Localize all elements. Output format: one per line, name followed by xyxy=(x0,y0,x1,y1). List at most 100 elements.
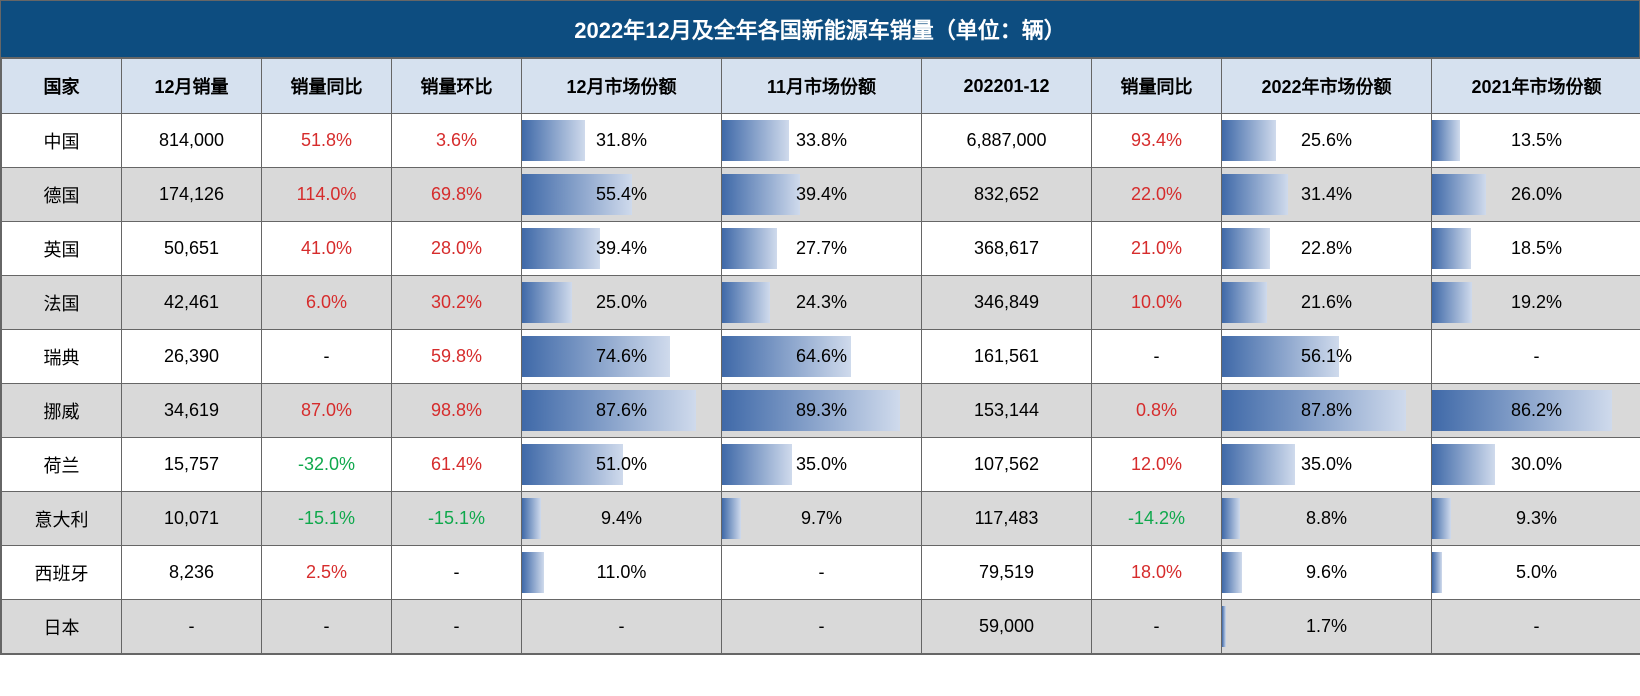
cell-dec_share: 11.0% xyxy=(522,546,722,600)
cell-yoy: -15.1% xyxy=(262,492,392,546)
table-row: 西班牙8,2362.5%-11.0%-79,51918.0%9.6%5.0% xyxy=(2,546,1640,600)
col-share_2022: 2022年市场份额 xyxy=(1222,59,1432,114)
col-yoy: 销量同比 xyxy=(262,59,392,114)
cell-yoy: - xyxy=(262,330,392,384)
cell-yoy: 6.0% xyxy=(262,276,392,330)
cell-ytd_yoy: 21.0% xyxy=(1092,222,1222,276)
cell-share_2022: 87.8% xyxy=(1222,384,1432,438)
cell-yoy: - xyxy=(262,600,392,654)
cell-ytd: 79,519 xyxy=(922,546,1092,600)
cell-nov_share: 64.6% xyxy=(722,330,922,384)
cell-nov_share: 33.8% xyxy=(722,114,922,168)
table-row: 瑞典26,390-59.8%74.6%64.6%161,561-56.1%- xyxy=(2,330,1640,384)
cell-ytd: 161,561 xyxy=(922,330,1092,384)
cell-yoy: -32.0% xyxy=(262,438,392,492)
cell-ytd_yoy: - xyxy=(1092,600,1222,654)
table-row: 德国174,126114.0%69.8%55.4%39.4%832,65222.… xyxy=(2,168,1640,222)
cell-dec_sales: 26,390 xyxy=(122,330,262,384)
cell-nov_share: 9.7% xyxy=(722,492,922,546)
cell-country: 法国 xyxy=(2,276,122,330)
cell-dec_share: - xyxy=(522,600,722,654)
cell-dec_share: 87.6% xyxy=(522,384,722,438)
cell-country: 西班牙 xyxy=(2,546,122,600)
cell-nov_share: - xyxy=(722,546,922,600)
cell-dec_sales: 42,461 xyxy=(122,276,262,330)
table-row: 法国42,4616.0%30.2%25.0%24.3%346,84910.0%2… xyxy=(2,276,1640,330)
cell-yoy: 2.5% xyxy=(262,546,392,600)
cell-share_2022: 8.8% xyxy=(1222,492,1432,546)
cell-country: 德国 xyxy=(2,168,122,222)
table-row: 中国814,00051.8%3.6%31.8%33.8%6,887,00093.… xyxy=(2,114,1640,168)
ev-sales-table: 2022年12月及全年各国新能源车销量（单位：辆） 国家12月销量销量同比销量环… xyxy=(0,0,1640,655)
table-row: 意大利10,071-15.1%-15.1%9.4%9.7%117,483-14.… xyxy=(2,492,1640,546)
cell-dec_share: 39.4% xyxy=(522,222,722,276)
cell-dec_sales: 50,651 xyxy=(122,222,262,276)
cell-mom: 30.2% xyxy=(392,276,522,330)
cell-share_2021: - xyxy=(1432,600,1640,654)
table-title: 2022年12月及全年各国新能源车销量（单位：辆） xyxy=(1,1,1639,58)
cell-ytd: 107,562 xyxy=(922,438,1092,492)
cell-dec_sales: 15,757 xyxy=(122,438,262,492)
cell-nov_share: - xyxy=(722,600,922,654)
cell-share_2021: 19.2% xyxy=(1432,276,1640,330)
cell-ytd: 59,000 xyxy=(922,600,1092,654)
header-row: 国家12月销量销量同比销量环比12月市场份额11月市场份额202201-12销量… xyxy=(2,59,1640,114)
cell-yoy: 41.0% xyxy=(262,222,392,276)
cell-share_2022: 21.6% xyxy=(1222,276,1432,330)
cell-dec_sales: 34,619 xyxy=(122,384,262,438)
table-row: 挪威34,61987.0%98.8%87.6%89.3%153,1440.8%8… xyxy=(2,384,1640,438)
cell-dec_sales: - xyxy=(122,600,262,654)
cell-nov_share: 27.7% xyxy=(722,222,922,276)
cell-ytd: 346,849 xyxy=(922,276,1092,330)
col-dec_share: 12月市场份额 xyxy=(522,59,722,114)
col-dec_sales: 12月销量 xyxy=(122,59,262,114)
cell-ytd: 6,887,000 xyxy=(922,114,1092,168)
cell-mom: 69.8% xyxy=(392,168,522,222)
cell-share_2022: 1.7% xyxy=(1222,600,1432,654)
col-nov_share: 11月市场份额 xyxy=(722,59,922,114)
cell-dec_share: 25.0% xyxy=(522,276,722,330)
cell-share_2021: 26.0% xyxy=(1432,168,1640,222)
data-table: 国家12月销量销量同比销量环比12月市场份额11月市场份额202201-12销量… xyxy=(1,58,1640,654)
cell-ytd: 117,483 xyxy=(922,492,1092,546)
cell-mom: -15.1% xyxy=(392,492,522,546)
cell-mom: 3.6% xyxy=(392,114,522,168)
cell-share_2021: 86.2% xyxy=(1432,384,1640,438)
cell-dec_share: 55.4% xyxy=(522,168,722,222)
cell-mom: 59.8% xyxy=(392,330,522,384)
cell-mom: 28.0% xyxy=(392,222,522,276)
cell-mom: 61.4% xyxy=(392,438,522,492)
cell-country: 瑞典 xyxy=(2,330,122,384)
cell-yoy: 51.8% xyxy=(262,114,392,168)
cell-mom: - xyxy=(392,546,522,600)
cell-ytd_yoy: -14.2% xyxy=(1092,492,1222,546)
cell-share_2021: 18.5% xyxy=(1432,222,1640,276)
cell-dec_share: 74.6% xyxy=(522,330,722,384)
cell-ytd: 153,144 xyxy=(922,384,1092,438)
cell-ytd: 832,652 xyxy=(922,168,1092,222)
cell-country: 挪威 xyxy=(2,384,122,438)
cell-dec_sales: 10,071 xyxy=(122,492,262,546)
cell-yoy: 114.0% xyxy=(262,168,392,222)
cell-dec_share: 51.0% xyxy=(522,438,722,492)
col-ytd: 202201-12 xyxy=(922,59,1092,114)
col-ytd_yoy: 销量同比 xyxy=(1092,59,1222,114)
cell-ytd_yoy: - xyxy=(1092,330,1222,384)
cell-share_2022: 31.4% xyxy=(1222,168,1432,222)
cell-ytd: 368,617 xyxy=(922,222,1092,276)
cell-share_2022: 56.1% xyxy=(1222,330,1432,384)
cell-share_2022: 35.0% xyxy=(1222,438,1432,492)
cell-share_2022: 9.6% xyxy=(1222,546,1432,600)
cell-country: 中国 xyxy=(2,114,122,168)
cell-share_2021: 13.5% xyxy=(1432,114,1640,168)
table-row: 日本-----59,000-1.7%- xyxy=(2,600,1640,654)
cell-share_2021: 30.0% xyxy=(1432,438,1640,492)
cell-dec_sales: 8,236 xyxy=(122,546,262,600)
cell-ytd_yoy: 93.4% xyxy=(1092,114,1222,168)
cell-country: 荷兰 xyxy=(2,438,122,492)
cell-ytd_yoy: 18.0% xyxy=(1092,546,1222,600)
table-row: 英国50,65141.0%28.0%39.4%27.7%368,61721.0%… xyxy=(2,222,1640,276)
cell-share_2022: 22.8% xyxy=(1222,222,1432,276)
col-mom: 销量环比 xyxy=(392,59,522,114)
table-row: 荷兰15,757-32.0%61.4%51.0%35.0%107,56212.0… xyxy=(2,438,1640,492)
